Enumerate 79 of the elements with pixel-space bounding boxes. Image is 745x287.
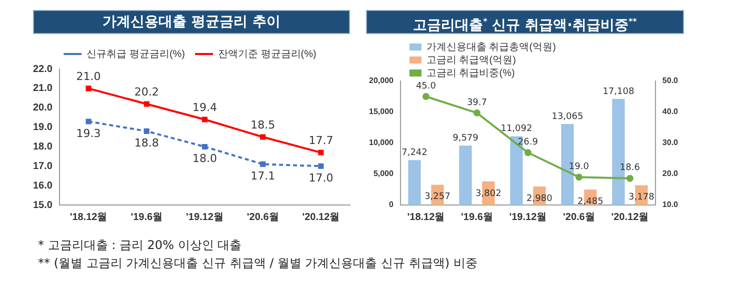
y-tick-label: 20.0 <box>32 102 53 114</box>
x-tick-label: '20.12월 <box>611 212 649 223</box>
data-label: 3,257 <box>424 192 450 202</box>
y-tick-label: 15.0 <box>32 200 53 211</box>
point <box>260 134 266 140</box>
data-label: 19.0 <box>568 162 590 172</box>
point <box>318 150 324 156</box>
point <box>422 93 430 100</box>
data-label: 2,980 <box>526 194 553 204</box>
y-tick-label: 16.0 <box>32 180 53 192</box>
point <box>318 163 324 169</box>
x-tick-label: '20.6월 <box>246 212 279 223</box>
point <box>144 101 150 107</box>
x-tick-label: '18.12월 <box>407 212 445 223</box>
x-tick-label: '20.12월 <box>302 212 340 223</box>
y-tick-label: 17.0 <box>32 160 53 172</box>
bar <box>408 160 421 205</box>
data-label: 18.8 <box>134 136 159 150</box>
x-tick-label: '19.12월 <box>186 212 224 223</box>
data-label: 19.3 <box>76 126 101 140</box>
point <box>202 116 208 122</box>
data-label: 45.0 <box>416 81 436 92</box>
y2-tick-label: 30.0 <box>662 138 679 148</box>
chart-title: 가계신용대출 평균금리 추이 <box>33 10 350 34</box>
legend-label: 고금리 취급비중(%) <box>426 68 515 79</box>
point <box>473 109 480 116</box>
data-label: 13,065 <box>552 112 584 122</box>
y-tick-label: 19.0 <box>32 122 53 134</box>
x-tick-label: '18.12월 <box>70 212 108 223</box>
data-label: 3,178 <box>628 192 655 203</box>
y-tick-label: 18.0 <box>32 141 53 152</box>
point <box>202 144 208 150</box>
data-label: 18.5 <box>250 118 276 132</box>
legend-label: 신규취급 평균금리(%) <box>86 48 186 60</box>
x-tick-label: '20.6월 <box>563 212 595 223</box>
y-tick-label: 15,000 <box>369 107 394 116</box>
data-label: 18.6 <box>620 163 640 174</box>
legend-label: 잔액기준 평균금리(%) <box>218 48 316 60</box>
data-label: 11,092 <box>500 124 532 134</box>
data-label: 20.2 <box>134 85 159 98</box>
data-label: 17.7 <box>308 134 334 147</box>
data-label: 7,242 <box>402 148 428 158</box>
y-tick-label: 5,000 <box>373 169 394 178</box>
y-tick-label: 0 <box>389 200 394 210</box>
text: ** (월별 고금리 가계신용대출 신규 취급액 / 월별 가계신용대출 신규 취급액) 비중 <box>38 255 478 272</box>
data-label: 3,802 <box>476 188 502 199</box>
y2-tick-label: 50.0 <box>662 76 679 86</box>
legend-label: 가계신용대출 취급총액(억원) <box>426 42 556 53</box>
data-label: 18.0 <box>192 152 217 166</box>
y2-tick-label: 40.0 <box>662 107 679 116</box>
y2-tick-label: 20.0 <box>662 169 679 178</box>
point <box>626 174 634 182</box>
point <box>575 174 582 181</box>
data-label: 17,108 <box>602 86 634 97</box>
data-label: 21.0 <box>76 70 101 83</box>
legend-label: 고금리 취급액(억원) <box>426 54 516 66</box>
data-label: 17.1 <box>250 170 276 183</box>
y-tick-label: 21.0 <box>32 83 53 94</box>
data-label: 19.4 <box>192 100 217 114</box>
point <box>86 86 92 92</box>
x-tick-label: '19.6월 <box>461 212 493 223</box>
y-tick-label: 20,000 <box>369 76 394 86</box>
data-label: 39.7 <box>466 98 487 108</box>
point <box>144 128 150 134</box>
data-label: 2,485 <box>578 196 604 207</box>
data-label: 9,579 <box>452 133 479 144</box>
y-tick-label: 10,000 <box>369 138 394 148</box>
bar <box>459 146 472 205</box>
x-tick-label: '19.12월 <box>509 212 547 223</box>
text: * 고금리대출 : 금리 20% 이상인 대출 <box>38 237 243 254</box>
point <box>524 149 532 156</box>
chart-title: 고금리대출$^{*}$ 신규 취급액·취급비중$^{**}$ <box>366 10 684 34</box>
y-tick-label: 22.0 <box>32 64 53 75</box>
y2-tick-label: 10.0 <box>662 200 679 210</box>
x-tick-label: '19.6월 <box>130 212 163 223</box>
point <box>86 118 92 124</box>
data-label: 17.0 <box>308 172 334 184</box>
point <box>260 161 266 167</box>
data-label: 26.9 <box>518 137 538 148</box>
